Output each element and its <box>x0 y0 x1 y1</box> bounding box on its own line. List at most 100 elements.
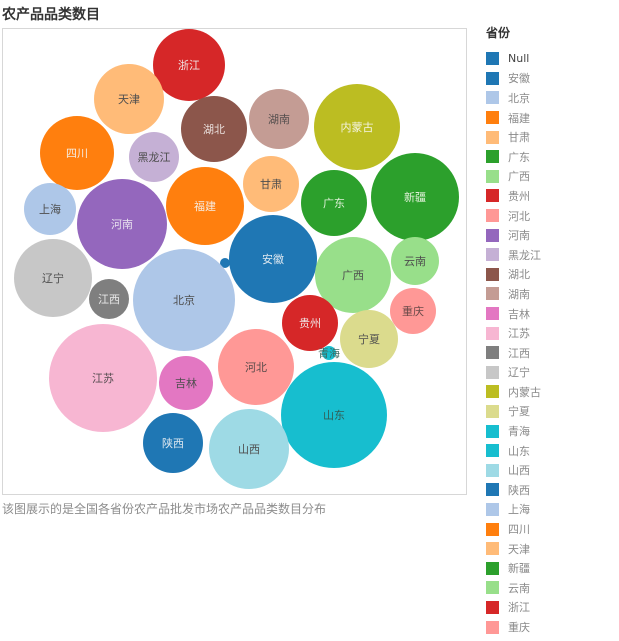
legend-label: 陕西 <box>508 483 530 497</box>
legend-item-湖北[interactable]: 湖北 <box>486 265 616 285</box>
bubble-山东[interactable]: 山东 <box>281 362 387 468</box>
legend-swatch <box>486 385 499 399</box>
legend-item-甘肃[interactable]: 甘肃 <box>486 127 616 147</box>
legend-item-宁夏[interactable]: 宁夏 <box>486 402 616 422</box>
legend-item-重庆[interactable]: 重庆 <box>486 617 616 637</box>
legend-swatch <box>486 542 499 556</box>
legend-item-广西[interactable]: 广西 <box>486 167 616 187</box>
legend-label: 浙江 <box>508 601 530 615</box>
legend-item-上海[interactable]: 上海 <box>486 500 616 520</box>
legend-swatch <box>486 209 499 223</box>
bubble-天津[interactable]: 天津 <box>94 64 164 134</box>
legend-item-辽宁[interactable]: 辽宁 <box>486 363 616 383</box>
legend-label: 宁夏 <box>508 405 530 419</box>
bubble-广东[interactable]: 广东 <box>301 170 367 236</box>
bubble-label: 广西 <box>342 269 364 282</box>
legend-label: 安徽 <box>508 72 530 86</box>
legend-label: 广东 <box>508 150 530 164</box>
legend-item-山东[interactable]: 山东 <box>486 441 616 461</box>
bubble-吉林[interactable]: 吉林 <box>159 356 213 410</box>
bubble-四川[interactable]: 四川 <box>40 116 114 190</box>
bubble-贵州[interactable]: 贵州 <box>282 295 338 351</box>
legend-swatch <box>486 150 499 164</box>
page-title: 农产品品类数目 <box>2 7 100 23</box>
legend-item-江西[interactable]: 江西 <box>486 343 616 363</box>
legend-swatch <box>486 287 499 301</box>
bubble-重庆[interactable]: 重庆 <box>390 288 436 334</box>
legend-item-安徽[interactable]: 安徽 <box>486 69 616 89</box>
legend-swatch <box>486 267 499 281</box>
bubble-label: 河北 <box>245 361 267 374</box>
bubble-浙江[interactable]: 浙江 <box>153 29 225 101</box>
bubble-辽宁[interactable]: 辽宁 <box>14 239 92 317</box>
bubble-湖北[interactable]: 湖北 <box>181 96 247 162</box>
bubble-甘肃[interactable]: 甘肃 <box>243 156 299 212</box>
legend-item-北京[interactable]: 北京 <box>486 88 616 108</box>
bubble-青海[interactable]: 青海 <box>318 346 340 360</box>
legend-item-四川[interactable]: 四川 <box>486 519 616 539</box>
bubble-湖南[interactable]: 湖南 <box>249 89 309 149</box>
legend-swatch <box>486 620 499 634</box>
bubble-label: 辽宁 <box>42 272 64 285</box>
bubble-云南[interactable]: 云南 <box>391 237 439 285</box>
bubble-label: 福建 <box>194 200 216 213</box>
bubble-宁夏[interactable]: 宁夏 <box>340 310 398 368</box>
bubble-label: 云南 <box>404 255 426 268</box>
legend-item-江苏[interactable]: 江苏 <box>486 323 616 343</box>
legend-item-Null[interactable]: Null <box>486 49 616 69</box>
bubble-陕西[interactable]: 陕西 <box>143 413 203 473</box>
bubble-Null[interactable] <box>220 258 230 268</box>
legend-label: 山西 <box>508 464 530 478</box>
legend-items: Null 安徽北京福建 甘肃广东广西 贵州 河北 河南 黑龙江 湖北 湖南 吉林 江苏江西辽宁内蒙古… <box>486 49 616 637</box>
legend-item-河南[interactable]: 河南 <box>486 225 616 245</box>
bubble-上海[interactable]: 上海 <box>24 183 76 235</box>
bubble-江西[interactable]: 江西 <box>89 279 129 319</box>
chart-caption: 该图展示的是全国各省份农产品批发市场农产品品类数目分布 <box>2 502 327 516</box>
legend-item-陕西[interactable]: 陕西 <box>486 480 616 500</box>
bubble-label: 安徽 <box>262 253 284 266</box>
bubble-山西[interactable]: 山西 <box>209 409 289 489</box>
legend-item-贵州[interactable]: 贵州 <box>486 186 616 206</box>
legend-item-天津[interactable]: 天津 <box>486 539 616 559</box>
bubble-黑龙江[interactable]: 黑龙江 <box>129 132 179 182</box>
legend-label: 重庆 <box>508 621 530 635</box>
bubble-label: 江西 <box>98 293 120 306</box>
bubble-北京[interactable]: 北京 <box>133 249 235 351</box>
bubble-label: 广东 <box>323 197 345 210</box>
bubble-福建[interactable]: 福建 <box>166 167 244 245</box>
bubble-河南[interactable]: 河南 <box>77 179 167 269</box>
legend-item-福建[interactable]: 福建 <box>486 108 616 128</box>
legend-label: 辽宁 <box>508 366 530 380</box>
bubble-河北[interactable]: 河北 <box>218 329 294 405</box>
legend-label: 天津 <box>508 542 530 556</box>
bubble-label: 陕西 <box>162 437 184 450</box>
legend-item-浙江[interactable]: 浙江 <box>486 598 616 618</box>
legend-item-湖南[interactable]: 湖南 <box>486 284 616 304</box>
bubble-label: 内蒙古 <box>340 121 374 134</box>
legend-item-山西[interactable]: 山西 <box>486 460 616 480</box>
bubble-label: 河南 <box>111 218 133 231</box>
legend-item-青海[interactable]: 青海 <box>486 421 616 441</box>
legend-item-吉林[interactable]: 吉林 <box>486 304 616 324</box>
legend-swatch <box>486 483 499 497</box>
legend-swatch <box>486 130 499 144</box>
legend-swatch <box>486 463 499 477</box>
bubble-新疆[interactable]: 新疆 <box>371 153 459 241</box>
legend-item-黑龙江[interactable]: 黑龙江 <box>486 245 616 265</box>
legend-label: 江西 <box>508 346 530 360</box>
bubble-内蒙古[interactable]: 内蒙古 <box>314 84 400 170</box>
legend-label: 北京 <box>508 91 530 105</box>
legend-swatch <box>486 326 499 340</box>
legend-item-新疆[interactable]: 新疆 <box>486 558 616 578</box>
legend-item-河北[interactable]: 河北 <box>486 206 616 226</box>
legend-item-内蒙古[interactable]: 内蒙古 <box>486 382 616 402</box>
bubble-安徽[interactable]: 安徽 <box>229 215 317 303</box>
bubble-label: 四川 <box>66 147 88 160</box>
legend-swatch <box>486 444 499 458</box>
bubble-江苏[interactable]: 江苏 <box>49 324 157 432</box>
legend-item-云南[interactable]: 云南 <box>486 578 616 598</box>
bubble-label: 吉林 <box>175 377 197 390</box>
legend-item-广东[interactable]: 广东 <box>486 147 616 167</box>
legend-label: 新疆 <box>508 562 530 576</box>
